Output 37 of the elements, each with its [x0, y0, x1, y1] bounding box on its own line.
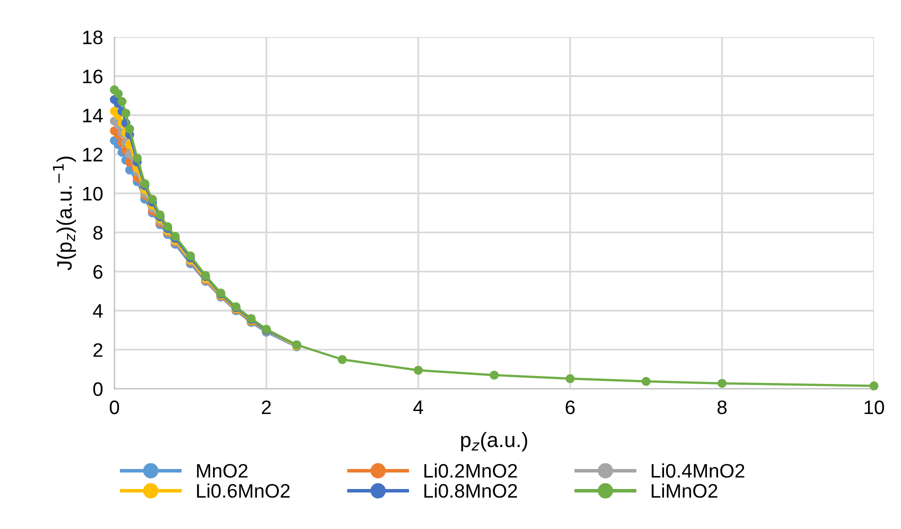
point: [338, 354, 347, 364]
legend-label: LiMnO2: [652, 484, 718, 498]
point: [125, 124, 134, 134]
y-tick-label: 14: [83, 108, 103, 122]
point: [566, 374, 575, 384]
y-tick-label: 2: [93, 343, 102, 357]
point: [118, 97, 127, 106]
point: [114, 89, 123, 98]
x-tick-label: 6: [566, 400, 575, 414]
y-tick-label: 16: [83, 70, 102, 84]
x-axis-title: p$_{z}$(a.u.): [461, 432, 528, 452]
legend-label: Li0.4MnO2: [652, 463, 744, 478]
y-tick-label: 4: [92, 304, 103, 318]
y-axis-title: J(p$_{z}$)(a.u.$^{−1}$): [53, 156, 76, 270]
y-tick-label: 6: [93, 265, 102, 279]
point: [121, 108, 130, 118]
x-tick-label: 2: [262, 400, 271, 414]
point: [869, 381, 878, 390]
legend-label: Li0.2MnO2: [424, 463, 517, 478]
y-tick-label: 10: [83, 186, 103, 201]
legend-label: Li0.8MnO2: [424, 484, 517, 498]
y-tick-label: 12: [83, 148, 102, 162]
y-tick-label: 0: [93, 382, 103, 396]
point: [148, 194, 157, 204]
y-tick-label: 18: [83, 30, 102, 44]
point: [132, 154, 142, 163]
x-tick-label: 0: [110, 400, 120, 414]
legend-label: MnO2: [197, 464, 248, 478]
x-tick-label: 8: [718, 400, 727, 414]
point: [414, 366, 423, 375]
x-tick-label: 4: [413, 400, 424, 414]
legend-label: Li0.6MnO2: [197, 484, 290, 498]
x-tick-label: 10: [864, 400, 884, 414]
point: [642, 376, 651, 386]
point: [718, 378, 727, 388]
y-tick-label: 8: [93, 226, 102, 240]
point: [490, 370, 499, 380]
